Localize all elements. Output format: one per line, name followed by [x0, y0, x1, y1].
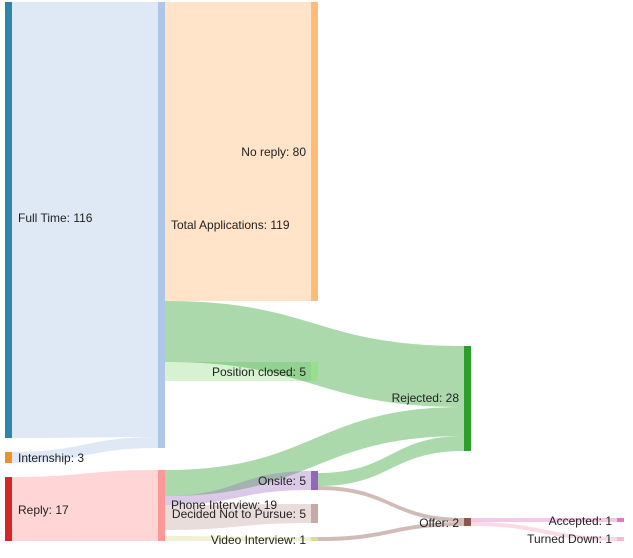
label-turned-down: Turned Down: 1	[527, 532, 612, 546]
label-accepted: Accepted: 1	[549, 514, 613, 528]
node-position-closed	[311, 362, 318, 381]
node-video	[311, 537, 318, 541]
label-rejected: Rejected: 28	[392, 391, 460, 405]
label-offer: Offer: 2	[419, 516, 459, 530]
label-total: Total Applications: 119	[171, 218, 290, 232]
link-reply_mid-to-decided	[165, 504, 311, 530]
label-decided: Decided Not to Pursue: 5	[172, 507, 306, 521]
node-rejected	[464, 346, 471, 451]
link-total-to-no_reply	[165, 2, 311, 301]
label-full-time: Full Time: 116	[18, 211, 93, 225]
links-layer	[12, 2, 617, 541]
node-offer	[464, 518, 471, 526]
labels-layer: Full Time: 116 Internship: 3 Reply: 17 Tota…	[18, 145, 612, 547]
link-reply-to-reply_mid	[12, 470, 158, 541]
link-offer-to-turned_down	[471, 522, 617, 541]
node-internship	[5, 452, 12, 463]
link-offer-to-accepted	[471, 518, 617, 522]
node-total	[158, 2, 165, 448]
link-reply_mid-to-phone	[165, 471, 311, 505]
node-full-time	[5, 2, 12, 438]
node-reply	[5, 477, 12, 541]
label-onsite: Onsite: 5	[258, 474, 306, 488]
node-reply-mid	[158, 470, 165, 541]
label-no-reply: No reply: 80	[241, 145, 306, 159]
link-video-to-offer	[318, 522, 464, 541]
link-full_time-to-total	[12, 2, 158, 438]
nodes-layer	[5, 2, 624, 541]
label-reply: Reply: 17	[18, 503, 69, 517]
label-phone: Phone Interview: 19	[171, 498, 277, 512]
node-no-reply	[311, 2, 318, 301]
node-accepted	[617, 518, 624, 522]
link-onsite-to-rejected	[318, 436, 464, 486]
label-internship: Internship: 3	[18, 451, 84, 465]
link-reply_mid-to-video	[165, 536, 311, 541]
link-reply_mid-to-rejected	[165, 407, 464, 496]
link-onsite-to-offer	[318, 486, 464, 522]
label-position-closed: Position closed: 5	[212, 365, 306, 379]
node-decided	[311, 504, 318, 523]
link-internship-to-total	[12, 437, 158, 463]
label-video: Video Interview: 1	[211, 533, 306, 547]
link-total-to-position_closed	[165, 362, 311, 381]
node-turned-down	[617, 537, 624, 541]
node-onsite	[311, 471, 318, 490]
link-total-to-rejected	[165, 301, 464, 407]
